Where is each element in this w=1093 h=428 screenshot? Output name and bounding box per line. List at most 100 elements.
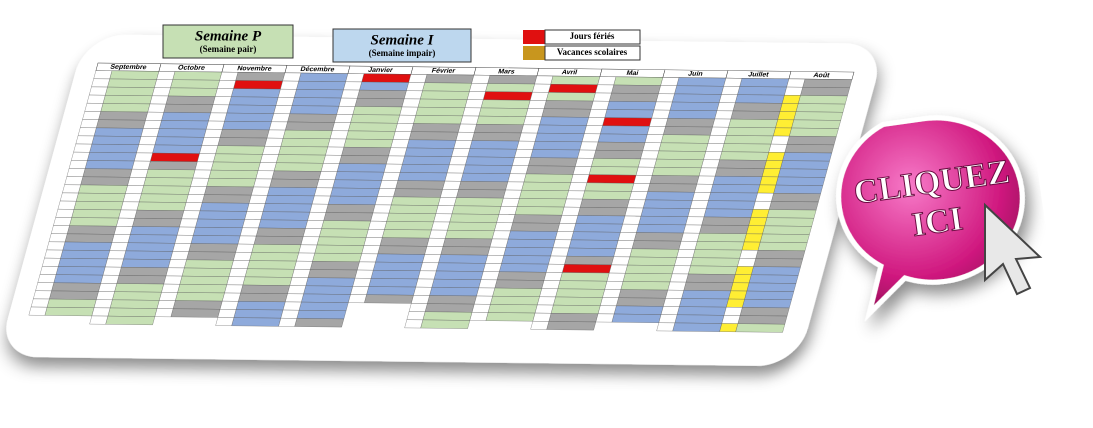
- day-label-cell: [669, 273, 689, 283]
- cta-button[interactable]: CLIQUEZ ICI: [829, 107, 1036, 322]
- day-label-cell: [323, 154, 342, 164]
- day-cell: [735, 94, 785, 104]
- day-label-cell: [215, 88, 234, 97]
- day-label-cell: [336, 106, 356, 115]
- day-cell: [490, 296, 540, 306]
- day-cell: [256, 227, 306, 237]
- day-label-cell: [455, 132, 475, 141]
- day-cell: [442, 238, 493, 248]
- day-label-cell: [770, 135, 790, 145]
- day-cell: [231, 317, 282, 327]
- day-cell: [669, 101, 720, 111]
- day-label-cell: [429, 229, 448, 239]
- day-cell: [505, 238, 556, 248]
- day-cell: [82, 168, 133, 178]
- day-cell: [478, 107, 529, 117]
- day-label-cell: [152, 87, 171, 97]
- day-label-cell: [483, 263, 502, 272]
- day-label-cell: [408, 74, 428, 83]
- day-cell: [501, 255, 551, 265]
- day-cell: [613, 76, 664, 86]
- day-cell: [402, 155, 452, 165]
- day-cell: [424, 303, 475, 313]
- day-label-cell: [307, 212, 327, 221]
- day-label-cell: [408, 303, 428, 312]
- day-cell: [550, 304, 601, 314]
- day-cell: [107, 307, 158, 317]
- day-cell: [647, 183, 698, 193]
- day-cell: [786, 136, 837, 146]
- day-label-cell: [320, 163, 340, 172]
- day-cell: [222, 121, 272, 131]
- day-cell: [373, 261, 423, 271]
- day-label-cell: [348, 294, 367, 303]
- day-cell: [377, 245, 428, 255]
- day-label-cell: [278, 318, 298, 327]
- day-label-cell: [102, 266, 122, 276]
- day-cell: [253, 235, 304, 245]
- day-label-cell: [757, 184, 777, 194]
- day-label-cell: [458, 123, 477, 133]
- day-cell: [271, 170, 322, 180]
- day-cell: [127, 234, 178, 244]
- day-cell: [249, 252, 299, 262]
- day-cell: [424, 74, 475, 84]
- cta-line[interactable]: ICI: [909, 200, 966, 245]
- day-cell: [80, 176, 131, 186]
- day-cell: [285, 121, 335, 131]
- day-label-cell: [392, 131, 412, 140]
- day-cell: [541, 108, 592, 118]
- day-cell: [427, 295, 477, 305]
- day-label-cell: [518, 132, 538, 142]
- day-cell: [107, 78, 157, 88]
- day-cell: [737, 315, 788, 325]
- day-cell: [800, 87, 850, 97]
- day-cell: [440, 246, 491, 256]
- day-cell: [235, 72, 286, 82]
- day-cell: [433, 270, 484, 280]
- day-cell: [654, 158, 704, 168]
- day-label-cell: [59, 192, 79, 202]
- day-label-cell: [667, 281, 687, 291]
- day-label-cell: [532, 83, 551, 93]
- day-label-cell: [80, 119, 99, 128]
- day-label-cell: [590, 100, 610, 110]
- day-cell: [467, 148, 517, 158]
- day-cell: [51, 282, 101, 292]
- day-label-cell: [534, 75, 554, 85]
- day-label-cell: [262, 146, 281, 155]
- day-label-cell: [332, 122, 351, 132]
- day-label-cell: [33, 290, 52, 300]
- day-label-cell: [507, 173, 527, 183]
- day-cell: [480, 99, 531, 109]
- day-cell: [530, 149, 580, 159]
- day-cell: [170, 308, 221, 318]
- day-cell: [321, 220, 371, 230]
- day-cell: [339, 155, 389, 165]
- day-cell: [766, 209, 817, 219]
- day-cell: [534, 132, 585, 142]
- day-label-cell: [91, 78, 110, 88]
- day-label-cell: [271, 113, 290, 123]
- day-cell: [204, 186, 254, 196]
- day-cell: [762, 225, 812, 235]
- day-label-cell: [426, 238, 446, 247]
- day-label-cell: [435, 205, 455, 215]
- day-cell: [332, 179, 383, 189]
- day-cell: [458, 181, 509, 191]
- bubble[interactable]: [829, 107, 1036, 322]
- day-label-cell: [149, 95, 169, 105]
- day-label-cell: [386, 155, 405, 165]
- day-cell: [658, 142, 709, 152]
- day-label-cell: [498, 206, 518, 215]
- legend-box: [544, 45, 641, 61]
- day-label-cell: [140, 128, 160, 137]
- day-label-cell: [134, 152, 153, 162]
- day-label-cell: [462, 107, 482, 117]
- day-cell: [514, 206, 565, 216]
- day-cell: [334, 171, 385, 181]
- day-cell: [516, 198, 567, 208]
- day-cell: [645, 191, 695, 201]
- day-cell: [777, 168, 828, 178]
- day-label-cell: [329, 130, 349, 140]
